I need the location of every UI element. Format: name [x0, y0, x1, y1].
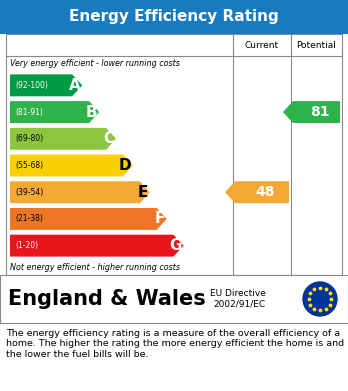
Text: Energy Efficiency Rating: Energy Efficiency Rating: [69, 9, 279, 25]
Polygon shape: [225, 181, 289, 203]
Text: Current: Current: [245, 41, 279, 50]
Text: England & Wales: England & Wales: [8, 289, 206, 309]
Text: (55-68): (55-68): [15, 161, 43, 170]
Text: G: G: [169, 238, 182, 253]
Polygon shape: [10, 154, 133, 176]
Text: (81-91): (81-91): [15, 108, 43, 117]
Bar: [0, 0, 348, 34]
Text: (21-38): (21-38): [15, 214, 43, 223]
Text: B: B: [86, 104, 97, 120]
Polygon shape: [10, 101, 99, 123]
Text: A: A: [69, 78, 80, 93]
Text: E: E: [137, 185, 148, 200]
Bar: [6, 34, 342, 275]
Text: (39-54): (39-54): [15, 188, 43, 197]
Polygon shape: [10, 181, 150, 203]
Polygon shape: [10, 74, 82, 96]
Text: 81: 81: [310, 105, 329, 119]
Text: EU Directive
2002/91/EC: EU Directive 2002/91/EC: [210, 289, 266, 309]
Polygon shape: [283, 101, 340, 123]
Text: (1-20): (1-20): [15, 241, 38, 250]
Text: The energy efficiency rating is a measure of the overall efficiency of a home. T: The energy efficiency rating is a measur…: [6, 329, 344, 359]
Bar: [0, 275, 348, 323]
Text: (92-100): (92-100): [15, 81, 48, 90]
Text: (69-80): (69-80): [15, 134, 43, 143]
Text: Not energy efficient - higher running costs: Not energy efficient - higher running co…: [10, 262, 180, 271]
Text: Potential: Potential: [296, 41, 337, 50]
Text: C: C: [103, 131, 114, 146]
Text: D: D: [118, 158, 131, 173]
Polygon shape: [10, 235, 183, 256]
Circle shape: [303, 282, 337, 316]
Text: Very energy efficient - lower running costs: Very energy efficient - lower running co…: [10, 59, 180, 68]
Polygon shape: [10, 128, 116, 150]
Text: F: F: [154, 212, 165, 226]
Polygon shape: [10, 208, 167, 230]
Text: 48: 48: [255, 185, 275, 199]
